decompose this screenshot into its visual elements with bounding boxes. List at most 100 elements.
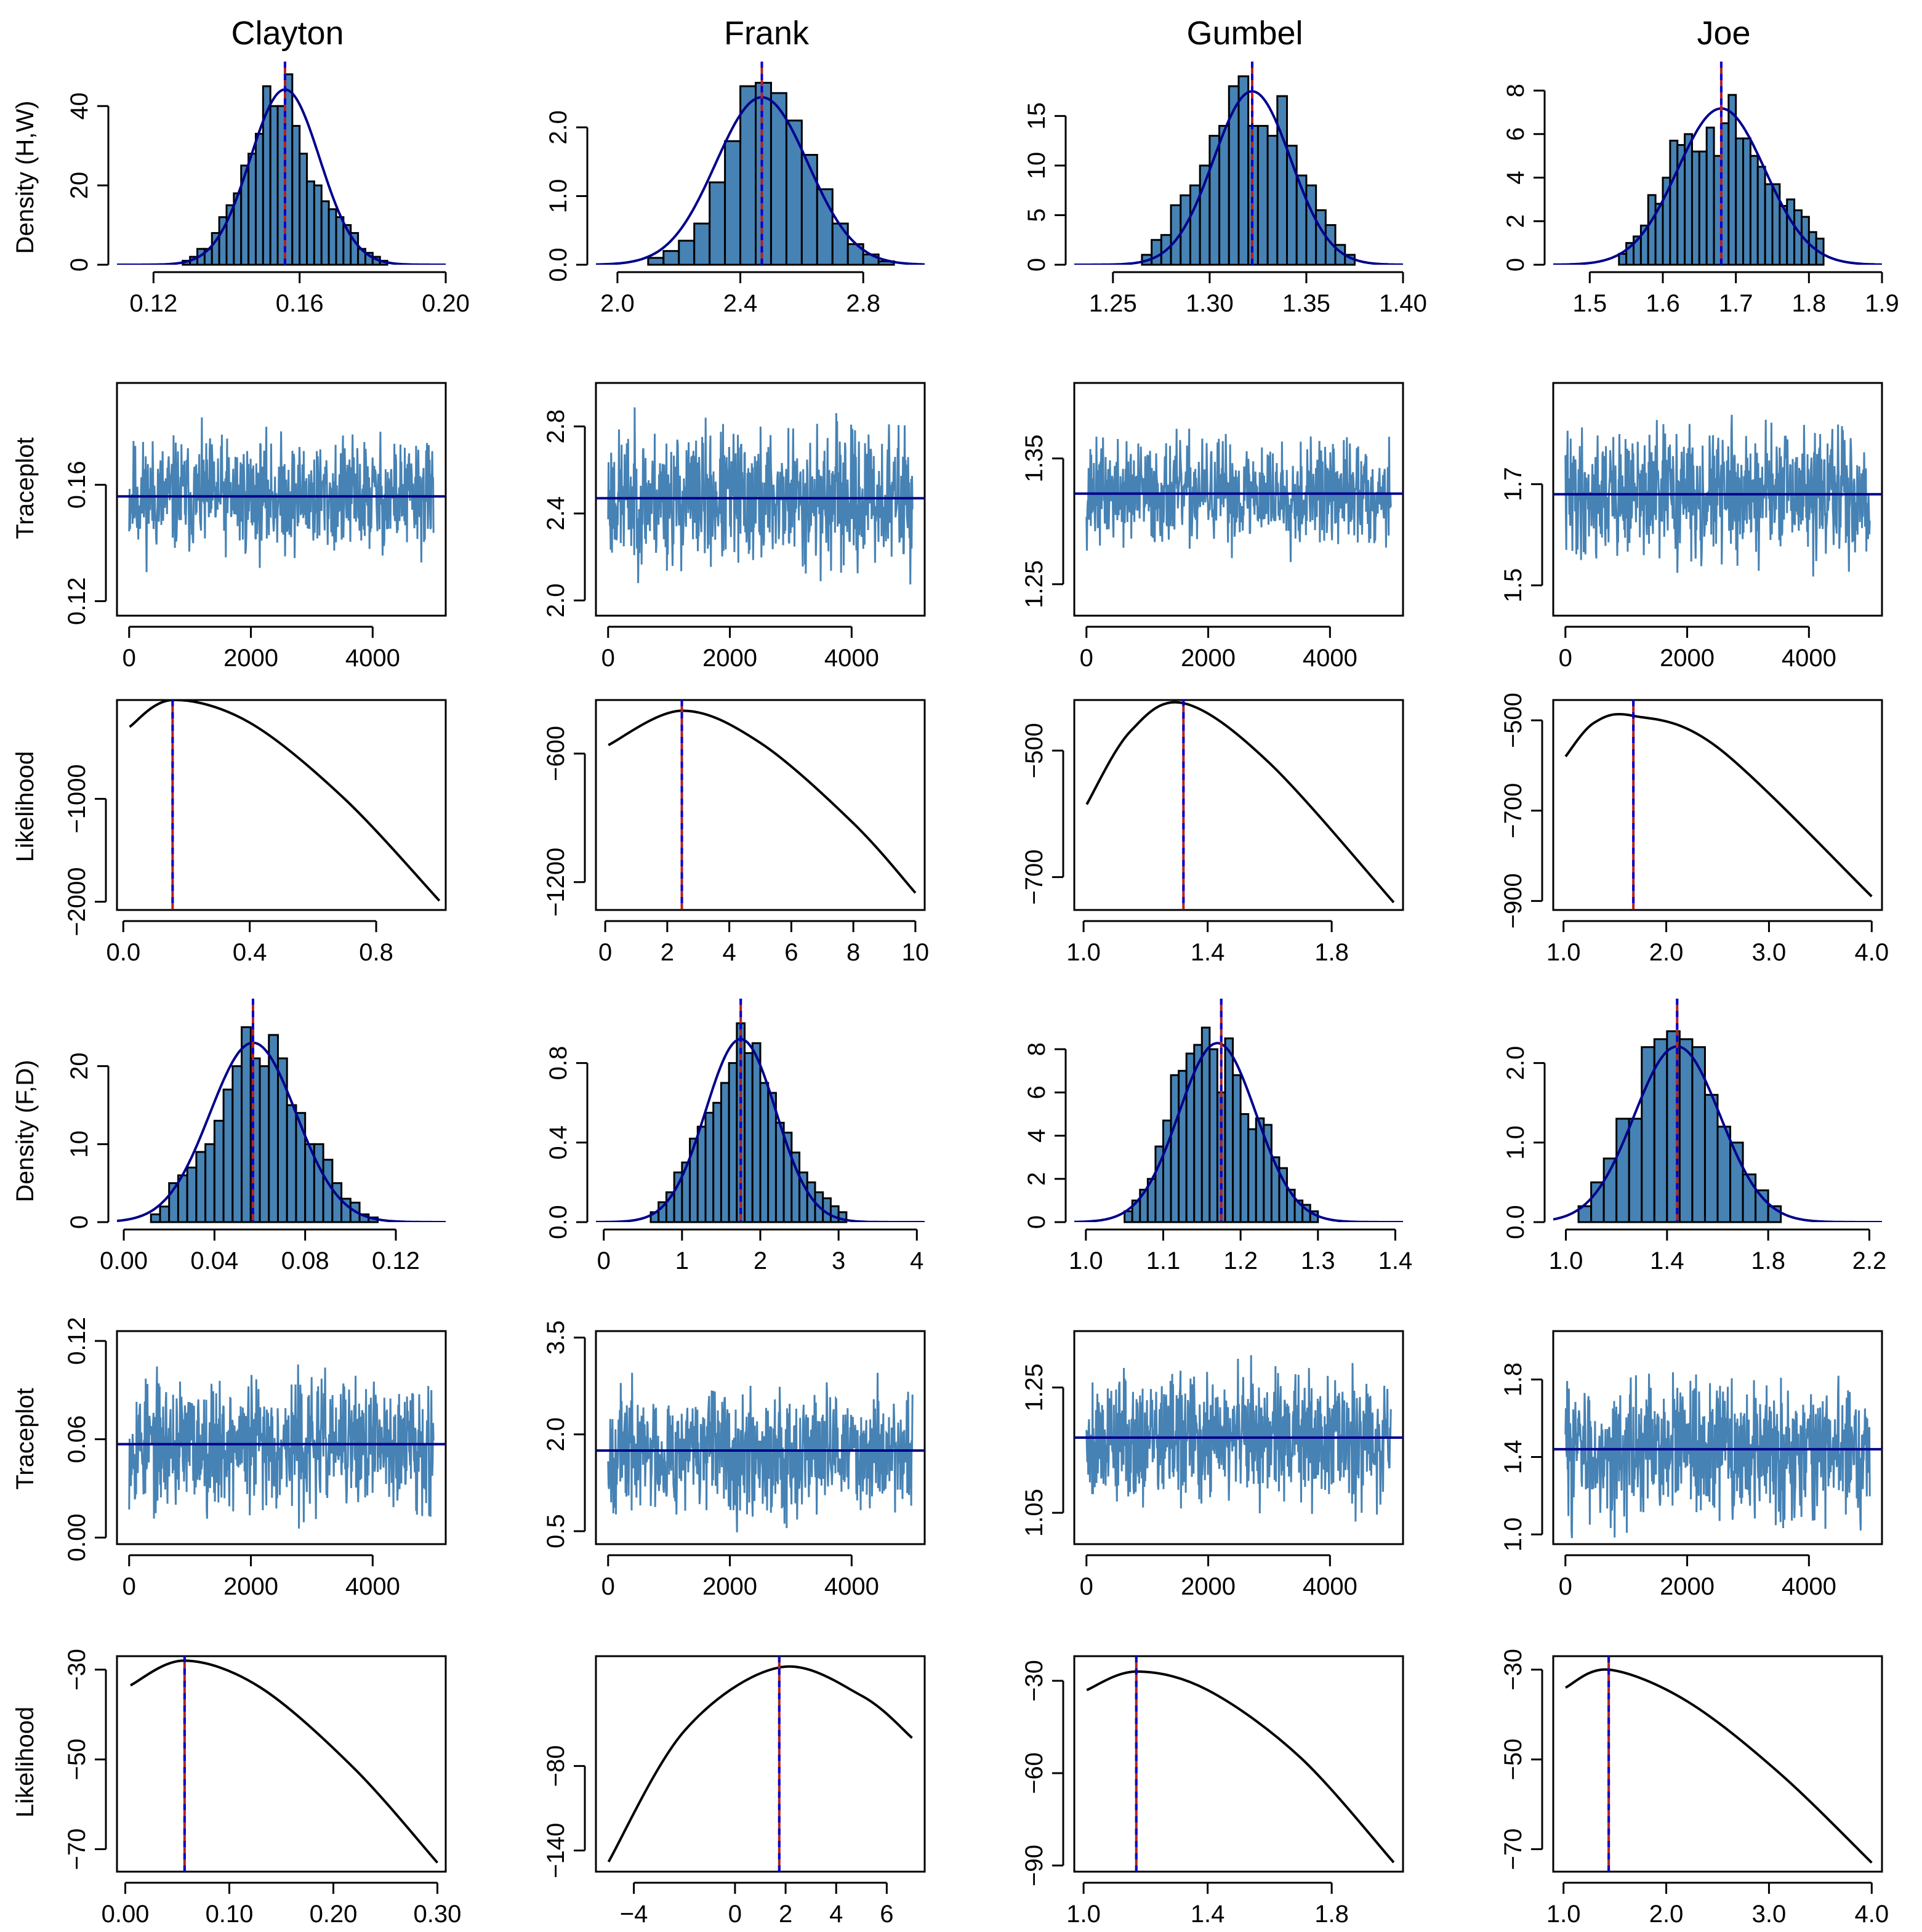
y-tick-label: 1.7 (1500, 467, 1527, 502)
x-tick-label: 1.0 (1546, 939, 1581, 966)
x-tick-label: 2000 (223, 645, 278, 672)
histogram-bar (1727, 94, 1737, 266)
x-tick-label: 4000 (824, 1573, 879, 1600)
x-tick-label: 1.0 (1549, 1247, 1583, 1274)
x-tick-label: 2000 (702, 1573, 757, 1600)
x-tick-label: 2000 (1660, 1573, 1715, 1600)
y-tick-label: 0 (66, 1215, 93, 1229)
density-curve (1553, 107, 1882, 265)
likelihood-curve (608, 709, 917, 894)
histogram-bar (150, 1213, 161, 1223)
histogram-bar (724, 140, 742, 266)
panel-r0-c1: 2.0 2.4 2.8 0.0 1.0 2.0 (545, 62, 925, 317)
histogram-bar (1239, 1113, 1250, 1223)
y-tick-label: 2.4 (542, 496, 569, 531)
panel-r3-c1: 0 1 2 3 4 0.0 0.4 0.8 (545, 999, 925, 1274)
likelihood-curve (1085, 701, 1395, 904)
trace-series (128, 417, 435, 573)
histogram-bar (1232, 1074, 1242, 1223)
y-tick-label: 0.0 (1502, 1205, 1529, 1239)
histogram-bar (693, 222, 711, 266)
y-tick-label: 0.12 (63, 1317, 90, 1365)
histogram-bar (328, 208, 337, 266)
y-tick-label: 2.0 (1502, 1046, 1529, 1081)
histogram-bar (1779, 205, 1788, 266)
x-tick-label: 0.0 (106, 939, 140, 966)
panel-r4-c0: 0 2000 4000 0.00 0.06 0.12 (63, 1317, 447, 1600)
x-tick-label: 1.5 (1573, 290, 1607, 317)
histogram-bar (1703, 1093, 1719, 1223)
x-tick-label: 1.2 (1223, 1247, 1258, 1274)
likelihood-curve (1565, 1668, 1873, 1864)
y-tick-label: 0 (1023, 1215, 1050, 1229)
histogram-bar (1247, 1128, 1257, 1223)
column-title-clayton: Clayton (231, 15, 344, 52)
x-tick-label: 4.0 (1855, 939, 1889, 966)
histogram-bar (1756, 166, 1766, 266)
x-tick-label: 0.20 (422, 290, 470, 317)
x-tick-label: 1.8 (1314, 1901, 1349, 1928)
x-tick-label: 0.12 (129, 290, 177, 317)
histogram-bar (1590, 1181, 1605, 1223)
x-tick-label: 0 (601, 645, 615, 672)
histogram-bar (254, 132, 264, 266)
x-tick-label: 3.0 (1752, 1901, 1787, 1928)
y-tick-label: 5 (1023, 208, 1050, 222)
histogram-bar (800, 154, 818, 266)
x-tick-label: 1.0 (1066, 1901, 1101, 1928)
histogram-bar (1266, 135, 1279, 266)
x-tick-label: 1.40 (1379, 290, 1427, 317)
x-tick-label: 2.2 (1852, 1247, 1887, 1274)
histogram-bar (1647, 194, 1657, 266)
x-tick-label: 0 (123, 1573, 136, 1600)
histogram-bar (647, 257, 665, 266)
trace-series (607, 407, 914, 585)
x-tick-label: 4000 (345, 1573, 400, 1600)
x-tick-label: 10 (902, 939, 930, 966)
y-tick-label: 1.25 (1021, 560, 1048, 608)
density-curve (1074, 90, 1403, 265)
y-tick-label: 0 (1502, 258, 1529, 272)
x-tick-label: 1.1 (1146, 1247, 1181, 1274)
trace-series (128, 1364, 435, 1529)
histogram-bar (1237, 75, 1250, 266)
y-tick-label: 3.5 (542, 1321, 569, 1355)
panel-r3-c2: 1.0 1.1 1.2 1.3 1.4 0 2 4 6 8 (1023, 999, 1412, 1274)
histogram-bar (1793, 209, 1803, 266)
panel-r0-c0: 0.12 0.16 0.20 0 20 40 (66, 62, 470, 317)
x-tick-label: 4000 (1782, 1573, 1836, 1600)
y-tick-label: 20 (66, 1052, 93, 1080)
histogram-bar (1786, 198, 1796, 266)
column-title-frank: Frank (724, 15, 810, 52)
histogram-bar (291, 124, 301, 266)
histogram-bar (213, 1119, 225, 1223)
row-label-traceplot-1: Traceplot (12, 437, 39, 539)
y-tick-label: 0.0 (545, 248, 572, 282)
y-tick-label: −140 (542, 1823, 569, 1878)
histogram-bar (720, 1082, 730, 1223)
likelihood-curve (607, 1665, 913, 1863)
histogram-bar (1228, 85, 1240, 266)
y-tick-label: 2.0 (542, 1417, 569, 1452)
panel-r5-c0: 0.00 0.10 0.20 0.30 −70 −50 −30 (63, 1649, 461, 1928)
x-tick-label: 1.30 (1186, 290, 1234, 317)
plot-frame (1073, 382, 1404, 617)
x-tick-label: 2000 (223, 1573, 278, 1600)
plot-frame (1073, 1655, 1404, 1873)
x-tick-label: 4 (722, 939, 736, 966)
x-tick-label: 1.25 (1089, 290, 1137, 317)
histogram-bar (1170, 1074, 1180, 1223)
panel-r5-c2: 1.0 1.4 1.8 −90 −60 −30 (1021, 1655, 1404, 1928)
panel-r2-c0: 0.0 0.4 0.8 −2000 −1000 (63, 699, 447, 966)
x-tick-label: 0 (598, 939, 612, 966)
histogram-bar (1735, 137, 1745, 266)
y-tick-label: 2 (1502, 214, 1529, 228)
x-tick-label: 1 (675, 1247, 689, 1274)
histogram-bar (744, 1052, 754, 1223)
plot-frame (116, 699, 447, 911)
y-tick-label: 8 (1502, 84, 1529, 97)
histogram-bar (335, 216, 345, 266)
x-tick-label: 0.4 (233, 939, 267, 966)
x-tick-label: 0 (1080, 1573, 1093, 1600)
x-tick-label: 4 (829, 1901, 843, 1928)
